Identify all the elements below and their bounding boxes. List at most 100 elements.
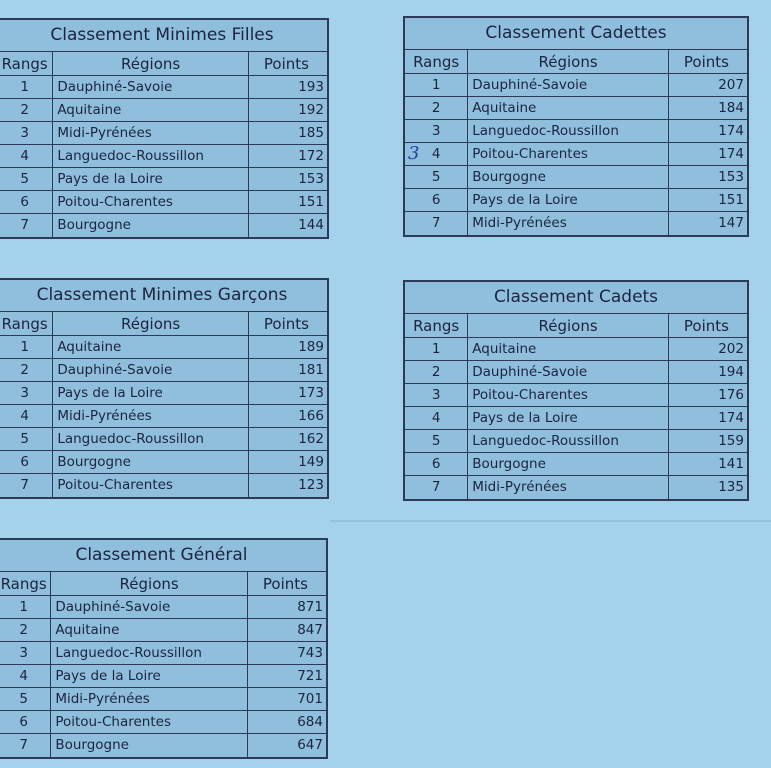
table-row: 5 Midi-Pyrénées 701 [0,688,326,711]
table-title: Classement Cadettes [405,18,747,50]
header-row: Rangs Régions Points [0,572,326,596]
region-cell: Dauphiné-Savoie [53,76,249,98]
rank-cell: 3 [0,642,52,664]
region-cell: Pays de la Loire [51,665,248,687]
region-cell: Aquitaine [468,97,669,119]
points-cell: 162 [298,431,324,447]
handwritten-correction: 3 [408,143,420,164]
table-row: 3 Poitou-Charentes 176 [405,384,747,407]
points-cell: 151 [718,192,744,208]
table-row: 6 Poitou-Charentes 684 [0,711,326,734]
column-header: Points [263,315,309,333]
rank-cell: 4 [0,665,52,687]
column-header: Points [683,317,729,335]
region-cell: Poitou-Charentes [468,143,669,165]
table-row: 1 Aquitaine 189 [0,336,327,359]
region-cell: Aquitaine [468,338,669,360]
table-row: 3 Languedoc-Roussillon 743 [0,642,326,665]
region-cell: Dauphiné-Savoie [468,74,669,96]
header-row: Rangs Régions Points [0,312,327,336]
points-cell: 743 [297,645,323,661]
rank-cell: 4 [0,405,54,427]
points-cell: 172 [298,148,324,164]
points-cell: 701 [297,691,323,707]
rank-cell: 6 [0,191,54,213]
region-cell: Poitou-Charentes [468,384,669,406]
region-cell: Midi-Pyrénées [53,122,249,144]
table-row: 2 Aquitaine 184 [405,97,747,120]
column-header: Points [683,53,729,71]
rank-cell: 2 [0,99,54,121]
points-cell: 174 [718,410,744,426]
column-header: Rangs [405,314,469,337]
header-row: Rangs Régions Points [405,314,747,338]
rank-cell: 5 [0,688,52,710]
table-row: 5 Languedoc-Roussillon 159 [405,430,747,453]
table-row: 3 Midi-Pyrénées 185 [0,122,327,145]
region-cell: Bourgogne [468,453,669,475]
region-cell: Bourgogne [53,214,249,237]
region-cell: Aquitaine [53,99,249,121]
table-row: 6 Pays de la Loire 151 [405,189,747,212]
region-cell: Midi-Pyrénées [468,212,669,235]
rank-cell: 5 [0,428,54,450]
rank-cell: 7 [405,212,469,235]
points-cell: 173 [298,385,324,401]
rank-cell: 7 [0,214,54,237]
table-row: 7 Bourgogne 144 [0,214,327,237]
column-header: Rangs [0,312,54,335]
rank-cell: 1 [0,336,54,358]
table-row: 3 Pays de la Loire 173 [0,382,327,405]
points-cell: 684 [297,714,323,730]
rank-cell: 3 [405,120,469,142]
table-row: 6 Poitou-Charentes 151 [0,191,327,214]
table-row: 7 Poitou-Charentes 123 [0,474,327,497]
region-cell: Languedoc-Roussillon [468,430,669,452]
table-cadets: Classement Cadets Rangs Régions Points 1 Aqui… [403,280,749,501]
rank-cell: 6 [405,189,469,211]
column-header: Régions [468,50,669,73]
region-cell: Languedoc-Roussillon [51,642,248,664]
table-row: 6 Bourgogne 149 [0,451,327,474]
rank-cell: 4 [405,407,469,429]
region-cell: Dauphiné-Savoie [51,596,248,618]
points-cell: 149 [298,454,324,470]
points-cell: 151 [298,194,324,210]
points-cell: 159 [718,433,744,449]
points-cell: 135 [718,479,744,495]
column-header: Rangs [0,52,54,75]
rank-cell: 3 [405,384,469,406]
points-cell: 185 [298,125,324,141]
table-row: 4 Languedoc-Roussillon 172 [0,145,327,168]
rank-cell: 1 [0,596,52,618]
region-cell: Midi-Pyrénées [468,476,669,499]
table-row: 5 Languedoc-Roussillon 162 [0,428,327,451]
points-cell: 647 [297,737,323,753]
rank-cell: 2 [0,359,54,381]
points-cell: 847 [297,622,323,638]
table-row: 3 Languedoc-Roussillon 174 [405,120,747,143]
points-cell: 141 [718,456,744,472]
table-row: 7 Midi-Pyrénées 147 [405,212,747,235]
table-row: 2 Dauphiné-Savoie 181 [0,359,327,382]
rank-cell: 6 [0,451,54,473]
points-cell: 721 [297,668,323,684]
rank-cell: 5 [0,168,54,190]
points-cell: 189 [298,339,324,355]
points-cell: 153 [718,169,744,185]
header-row: Rangs Régions Points [405,50,747,74]
region-cell: Languedoc-Roussillon [468,120,669,142]
rank-cell: 2 [405,361,469,383]
region-cell: Languedoc-Roussillon [53,428,249,450]
rank-cell: 5 [405,430,469,452]
column-header: Rangs [0,572,52,595]
rank-cell: 3 [0,122,54,144]
column-header: Points [263,55,309,73]
region-cell: Pays de la Loire [53,168,249,190]
rank-cell: 3 [0,382,54,404]
table-row: 4 Poitou-Charentes 174 [405,143,747,166]
table-title: Classement Cadets [405,282,747,314]
column-header: Régions [51,572,248,595]
points-cell: 144 [298,217,324,233]
rank-cell: 7 [405,476,469,499]
